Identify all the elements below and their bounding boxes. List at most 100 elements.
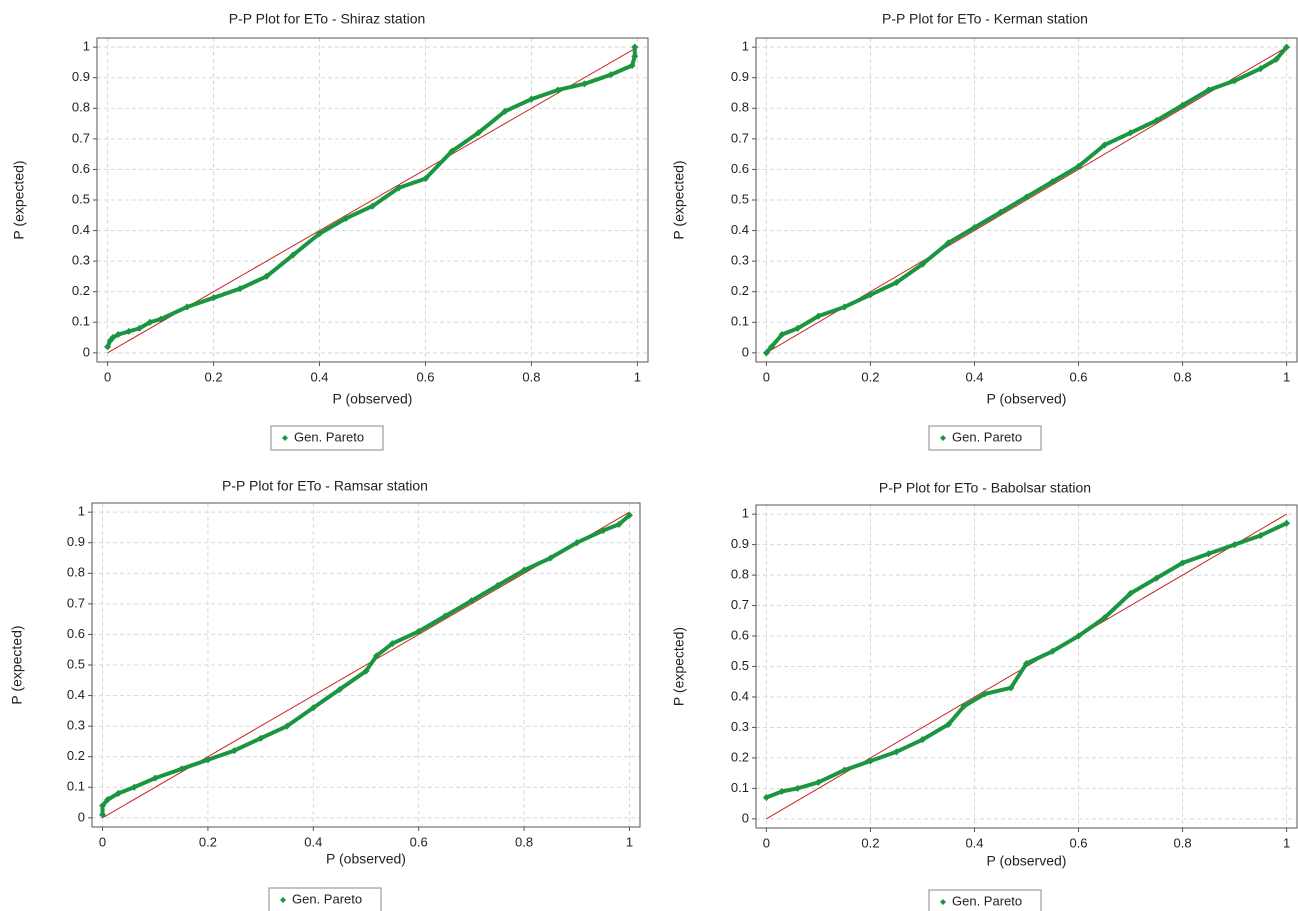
point bbox=[501, 107, 509, 115]
point bbox=[388, 640, 396, 648]
x-tick-label: 1 bbox=[626, 834, 633, 849]
point bbox=[944, 239, 952, 247]
point bbox=[892, 748, 900, 756]
point bbox=[1257, 65, 1265, 73]
point bbox=[814, 312, 822, 320]
point bbox=[373, 652, 381, 660]
point bbox=[631, 43, 639, 51]
legend-label: Gen. Pareto bbox=[952, 893, 1022, 908]
point bbox=[762, 349, 770, 357]
y-tick-label: 0.5 bbox=[72, 191, 90, 206]
x-axis-label: P (observed) bbox=[987, 391, 1067, 407]
y-tick-label: 0.6 bbox=[67, 626, 85, 641]
point bbox=[1101, 614, 1109, 622]
y-tick-label: 0.9 bbox=[731, 536, 749, 551]
x-tick-label: 0.4 bbox=[304, 834, 322, 849]
x-tick-label: 1 bbox=[1283, 835, 1290, 850]
y-axis-label: P (expected) bbox=[9, 625, 25, 704]
point bbox=[527, 95, 535, 103]
x-tick-label: 1 bbox=[1283, 369, 1290, 384]
point bbox=[1283, 43, 1291, 51]
x-axis-label: P (observed) bbox=[987, 853, 1067, 869]
legend-label: Gen. Pareto bbox=[952, 429, 1022, 444]
y-tick-label: 1 bbox=[742, 39, 749, 54]
y-tick-label: 0.3 bbox=[72, 253, 90, 268]
y-tick-label: 0.8 bbox=[72, 100, 90, 115]
point bbox=[607, 71, 615, 79]
point bbox=[448, 147, 456, 155]
y-tick-label: 0.4 bbox=[72, 222, 90, 237]
point bbox=[316, 230, 324, 238]
point bbox=[1127, 589, 1135, 597]
x-tick-label: 0 bbox=[104, 369, 111, 384]
point bbox=[866, 757, 874, 765]
plot-frame bbox=[96, 37, 649, 363]
x-tick-label: 0 bbox=[763, 369, 770, 384]
y-tick-label: 0 bbox=[83, 344, 90, 359]
x-tick-label: 0.6 bbox=[410, 834, 428, 849]
point bbox=[204, 756, 212, 764]
legend-label: Gen. Pareto bbox=[292, 891, 362, 906]
point bbox=[1075, 162, 1083, 170]
y-tick-label: 0.4 bbox=[67, 687, 85, 702]
point bbox=[794, 784, 802, 792]
y-tick-label: 0.6 bbox=[72, 161, 90, 176]
x-tick-label: 0.8 bbox=[1174, 369, 1192, 384]
point bbox=[768, 343, 776, 351]
point bbox=[1007, 684, 1015, 692]
point bbox=[395, 184, 403, 192]
point bbox=[210, 294, 218, 302]
y-tick-label: 0.7 bbox=[67, 595, 85, 610]
legend-marker bbox=[940, 899, 946, 905]
y-axis-label: P (expected) bbox=[671, 627, 687, 706]
y-tick-label: 0.2 bbox=[731, 749, 749, 764]
point bbox=[236, 285, 244, 293]
y-tick-label: 0.1 bbox=[731, 314, 749, 329]
plot-frame bbox=[755, 37, 1298, 363]
series-trace bbox=[100, 513, 632, 817]
y-tick-label: 0.1 bbox=[731, 780, 749, 795]
x-tick-label: 1 bbox=[634, 369, 641, 384]
y-tick-label: 0.9 bbox=[72, 69, 90, 84]
point bbox=[1101, 141, 1109, 149]
point bbox=[1231, 541, 1239, 549]
y-tick-label: 0.9 bbox=[67, 534, 85, 549]
point bbox=[309, 704, 317, 712]
point bbox=[628, 62, 636, 70]
point bbox=[1205, 550, 1213, 558]
point bbox=[840, 303, 848, 311]
point bbox=[467, 597, 475, 605]
x-tick-label: 0.4 bbox=[310, 369, 328, 384]
plot-frame bbox=[91, 502, 641, 828]
point bbox=[573, 539, 581, 547]
y-tick-label: 0.7 bbox=[72, 130, 90, 145]
point bbox=[183, 303, 191, 311]
legend-marker bbox=[282, 435, 288, 441]
point bbox=[369, 202, 376, 210]
point bbox=[762, 794, 770, 802]
point bbox=[114, 330, 122, 338]
y-tick-label: 0.2 bbox=[731, 283, 749, 298]
point bbox=[99, 811, 107, 819]
point bbox=[970, 224, 978, 232]
y-tick-label: 0.1 bbox=[72, 314, 90, 329]
point bbox=[918, 736, 926, 744]
point bbox=[580, 80, 588, 88]
x-tick-label: 0.2 bbox=[199, 834, 217, 849]
point bbox=[1023, 193, 1030, 201]
point bbox=[1179, 559, 1187, 567]
point bbox=[130, 783, 138, 791]
point bbox=[1272, 55, 1280, 63]
point bbox=[263, 272, 271, 280]
point bbox=[1023, 659, 1030, 667]
y-tick-label: 0.1 bbox=[67, 779, 85, 794]
point bbox=[599, 527, 607, 535]
point bbox=[114, 789, 122, 797]
y-tick-label: 0.2 bbox=[67, 748, 85, 763]
point bbox=[981, 690, 989, 698]
y-axis-label: P (expected) bbox=[11, 160, 27, 239]
point bbox=[494, 582, 502, 590]
point bbox=[151, 774, 159, 782]
point bbox=[336, 685, 344, 693]
